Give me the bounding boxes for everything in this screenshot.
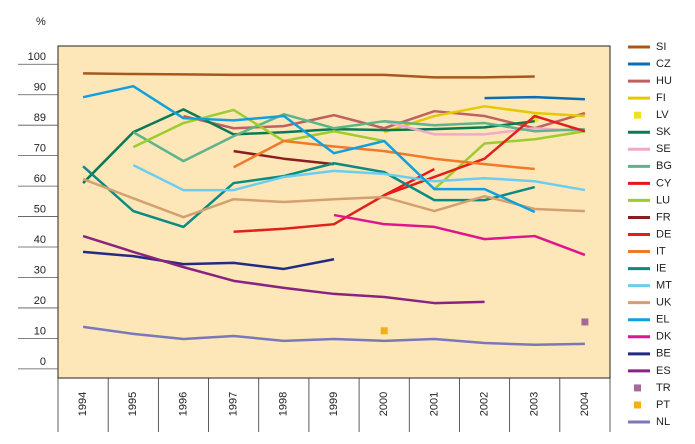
legend-label: EL (656, 314, 669, 326)
legend-label: LV (656, 109, 669, 121)
point-marker (581, 318, 589, 326)
y-tick-label: 89 (34, 112, 46, 124)
legend-label: IT (656, 245, 666, 257)
y-tick-label: 50 (34, 203, 46, 215)
series-line (233, 139, 535, 171)
x-tick-label: 2001 (428, 392, 440, 416)
series-line (82, 325, 585, 347)
legend-label: HU (656, 75, 672, 87)
legend-label: SK (656, 126, 671, 138)
x-tick-label: 2000 (378, 392, 390, 416)
series-line (132, 163, 586, 192)
series-line (333, 213, 586, 257)
y-axis-label: % (36, 16, 46, 28)
series-line (82, 84, 536, 214)
y-tick-label: 10 (34, 325, 46, 337)
legend-label: CZ (656, 58, 671, 70)
legend-label: PT (656, 399, 670, 411)
y-tick-label: 30 (34, 264, 46, 276)
x-tick-label: 1999 (328, 392, 340, 416)
x-tick-label: 2004 (579, 392, 591, 416)
y-tick-label: 20 (34, 295, 46, 307)
x-tick-label: 1997 (228, 392, 240, 416)
legend-label: FR (656, 211, 671, 223)
series-line (383, 120, 585, 136)
legend-label: CY (656, 177, 672, 189)
series-line (83, 72, 535, 79)
x-tick-label: 1996 (177, 392, 189, 416)
series-line (82, 162, 536, 229)
x-tick-label: 1998 (278, 392, 290, 416)
legend-label: SE (656, 143, 671, 155)
legend-label: TR (656, 382, 671, 394)
legend-label: BE (656, 348, 671, 360)
series-line (82, 250, 335, 271)
y-tick-label: 90 (34, 82, 46, 94)
series-line (484, 95, 585, 101)
series-line (132, 108, 586, 191)
legend-swatch (634, 401, 641, 409)
legend-label: DE (656, 228, 671, 240)
x-tick-label: 1995 (127, 392, 139, 416)
legend-label: NL (656, 416, 670, 428)
point-marker (531, 114, 539, 122)
legend-label: DK (656, 331, 672, 343)
series-line (82, 108, 535, 184)
y-tick-label: 70 (34, 143, 46, 155)
legend-swatch (634, 111, 641, 119)
plot-area (57, 45, 611, 379)
y-tick-label: 0 (40, 356, 46, 368)
y-tick-label: 100 (28, 51, 46, 63)
legend-label: LU (656, 194, 670, 206)
x-tick-label: 2003 (529, 392, 541, 416)
legend-label: UK (656, 297, 672, 309)
legend-label: ES (656, 365, 671, 377)
series-line (132, 112, 585, 163)
legend-label: IE (656, 262, 666, 274)
legend-swatch (634, 384, 641, 392)
series-line (82, 177, 585, 219)
legend-label: SI (656, 41, 666, 53)
point-marker (380, 327, 388, 335)
y-tick-label: 60 (34, 173, 46, 185)
y-tick-label: 40 (34, 234, 46, 246)
series-line (233, 149, 335, 166)
legend-label: MT (656, 280, 672, 292)
legend-label: FI (656, 92, 666, 104)
legend-label: BG (656, 160, 672, 172)
x-tick-label: 2002 (478, 392, 490, 416)
x-tick-label: 1994 (77, 392, 89, 416)
series-line (383, 105, 585, 134)
series-line (82, 234, 485, 305)
